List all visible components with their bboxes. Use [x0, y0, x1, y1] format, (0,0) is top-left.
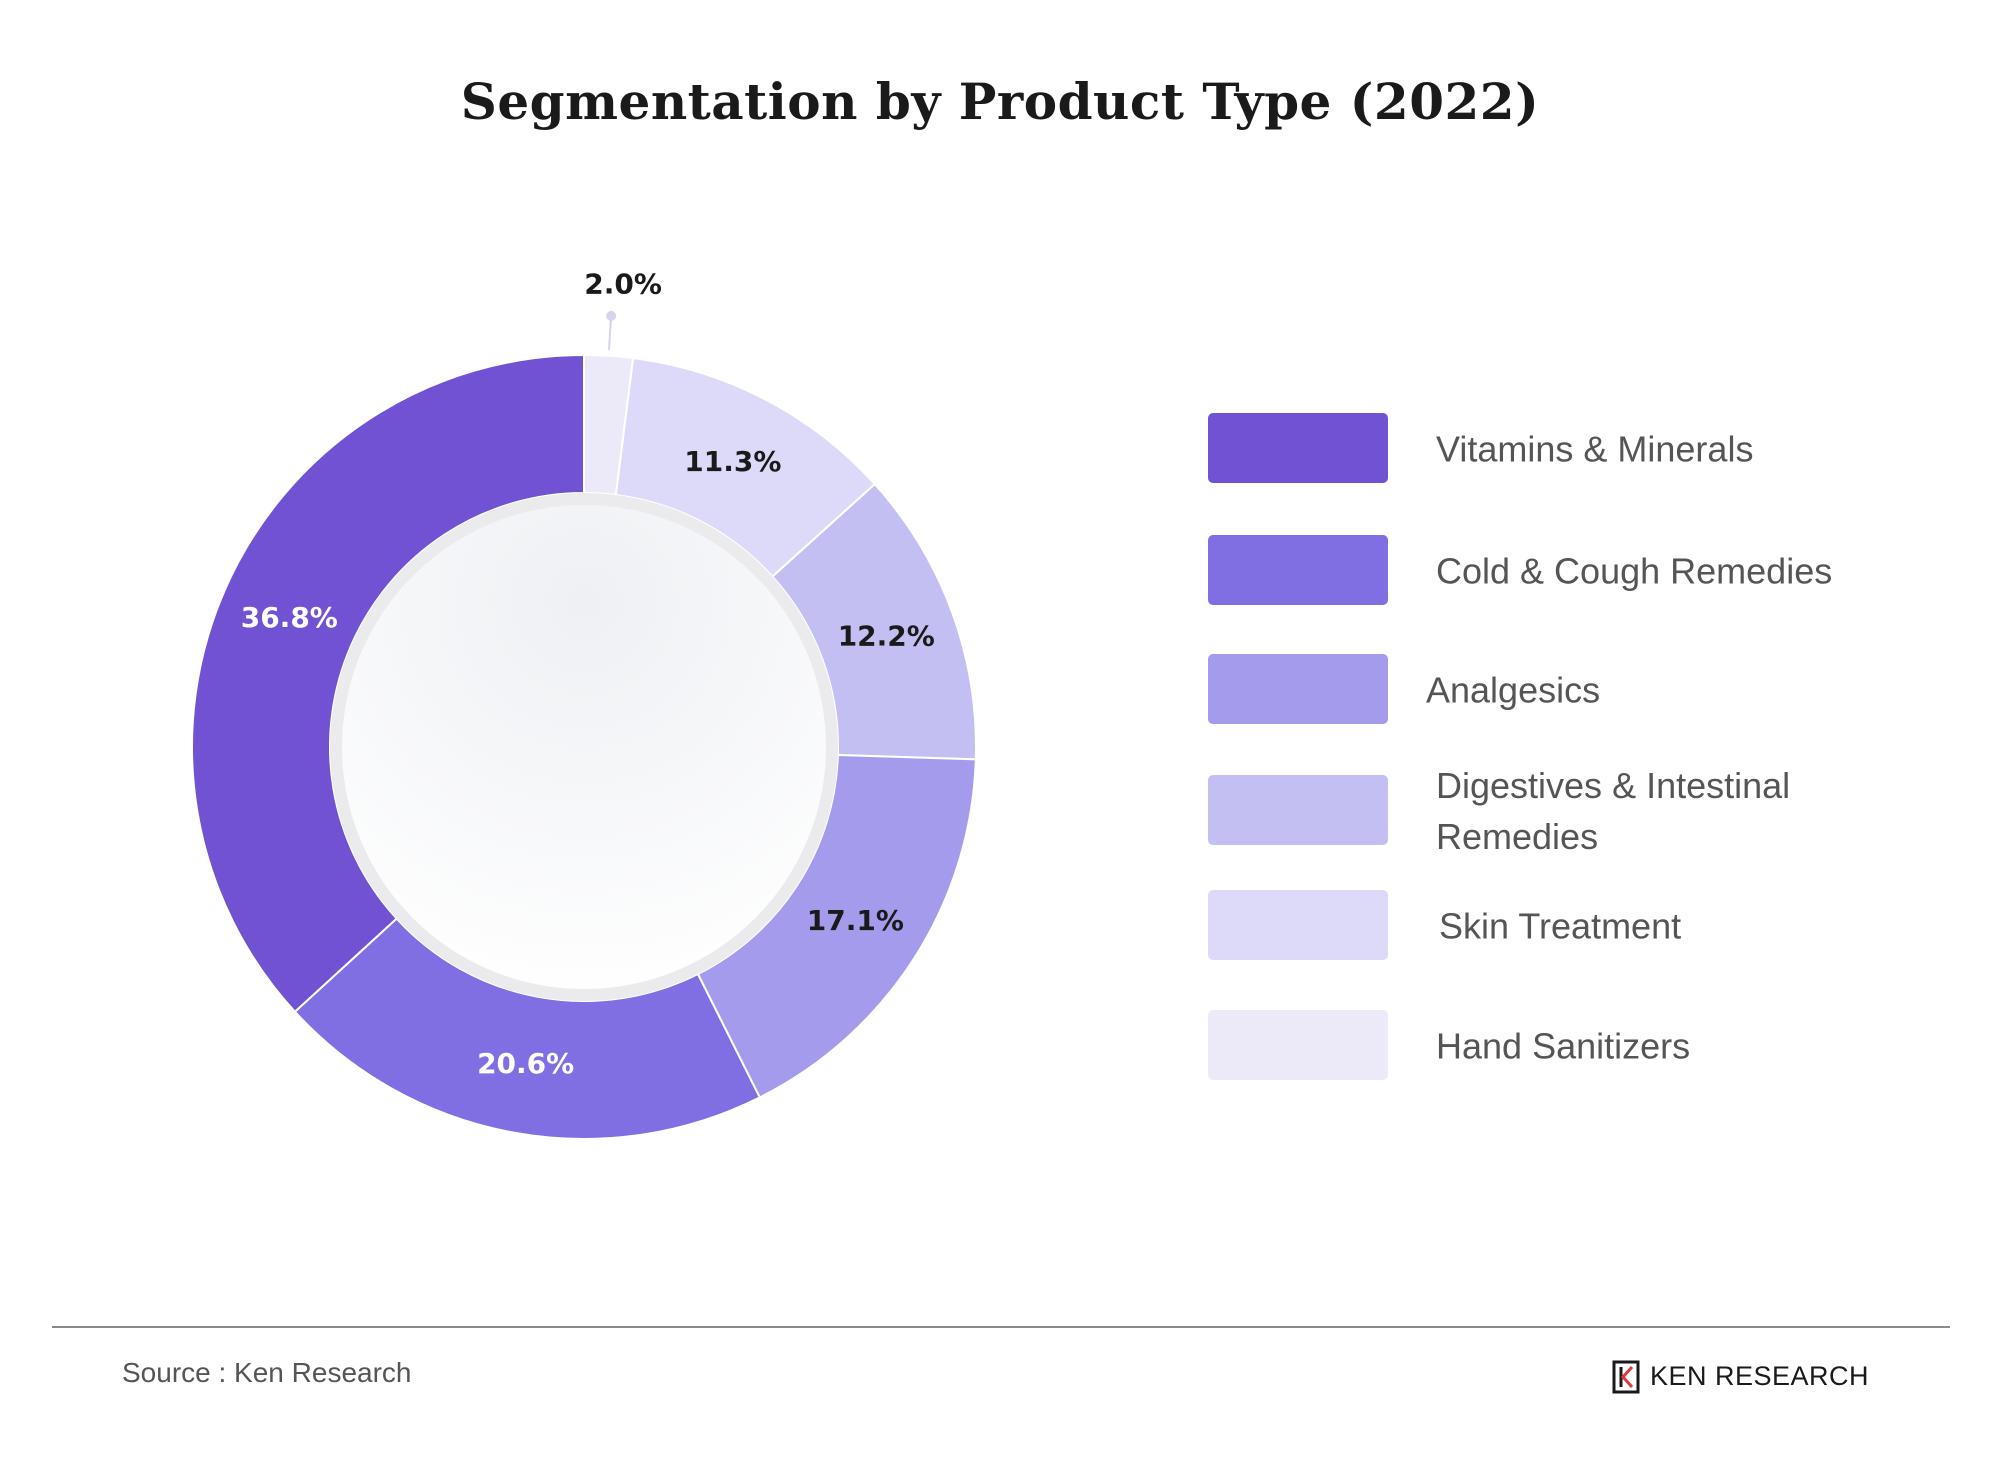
leader-line-hand-sanitizers	[607, 315, 613, 350]
source-note: Source : Ken Research	[122, 1357, 412, 1388]
donut-hole-inner	[342, 505, 826, 989]
data-label-hand-sanitizers: 2.0%	[584, 267, 662, 300]
legend-label: Digestives & Intestinal Remedies	[1436, 765, 1791, 857]
data-label-skin-treatment: 11.3%	[684, 445, 781, 478]
legend-swatch	[1208, 890, 1388, 960]
legend-item-skin-treatment: Skin Treatment	[1208, 890, 1968, 962]
legend-item-analgesics: Analgesics	[1208, 654, 1968, 726]
ken-research-logo-icon	[1612, 1360, 1640, 1394]
data-label-vitamins-minerals: 36.8%	[241, 601, 338, 634]
legend-label: Skin Treatment	[1439, 905, 1682, 947]
legend-swatch	[1208, 1010, 1388, 1080]
legend-swatch	[1208, 413, 1388, 483]
chart-title: Segmentation by Product Type (2022)	[460, 72, 1540, 131]
data-label-cold-cough-remedies: 20.6%	[477, 1047, 574, 1080]
legend-label: Analgesics	[1426, 669, 1601, 711]
ken-research-logo: KEN RESEARCH	[1612, 1360, 1892, 1396]
legend-item-cold-cough-remedies: Cold & Cough Remedies	[1208, 535, 1968, 607]
legend-item-hand-sanitizers: Hand Sanitizers	[1208, 1010, 1968, 1082]
legend-swatch	[1208, 535, 1388, 605]
legend-label: Cold & Cough Remedies	[1436, 550, 1833, 592]
data-label-analgesics: 17.1%	[807, 904, 904, 937]
legend-label: Vitamins & Minerals	[1436, 428, 1754, 470]
legend-swatch	[1208, 775, 1388, 845]
leader-dot-hand-sanitizers	[606, 310, 617, 321]
legend-item-digestives-intestinal-remedies: Digestives & Intestinal Remedies	[1208, 765, 1968, 857]
legend-label: Hand Sanitizers	[1436, 1025, 1691, 1067]
legend-swatch	[1208, 654, 1388, 724]
logo-text: KEN RESEARCH	[1650, 1361, 1870, 1391]
data-label-digestives-intestinal-remedies: 12.2%	[838, 620, 935, 653]
legend-item-vitamins-minerals: Vitamins & Minerals	[1208, 413, 1968, 485]
donut-chart: 2.0% 11.3% 12.2% 17.1% 20.6% 36.8%	[191, 267, 977, 1140]
footer-divider	[52, 1326, 1950, 1328]
